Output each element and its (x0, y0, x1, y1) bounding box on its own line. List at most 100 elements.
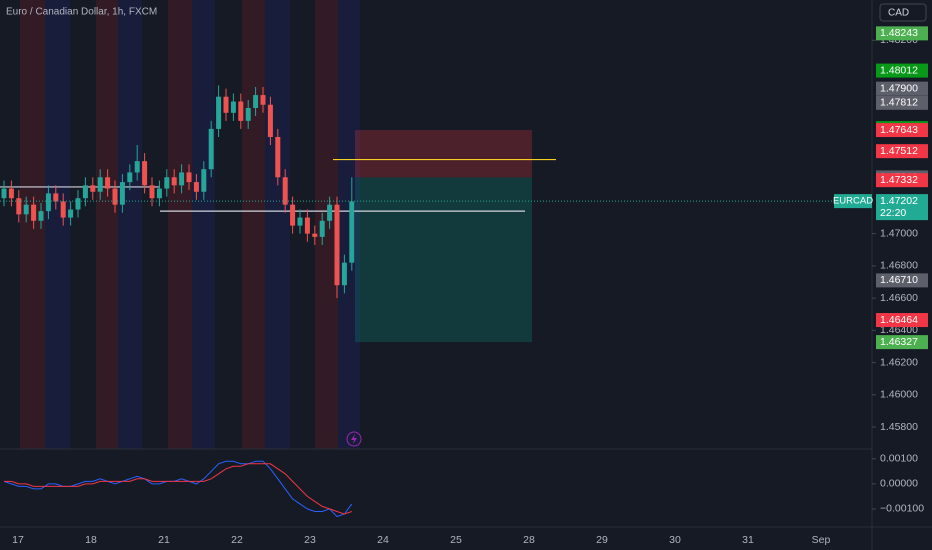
x-tick-label: 18 (85, 534, 97, 546)
x-tick-label: 28 (523, 534, 535, 546)
macd-tick-label: −0.00100 (880, 503, 924, 515)
price-tag (876, 26, 928, 41)
x-tick-label: 17 (12, 534, 24, 546)
y-tick-label: 1.46200 (880, 356, 918, 368)
price-tag-label: 1.47512 (880, 145, 918, 157)
price-tag-label: 1.48012 (880, 64, 918, 76)
candle-body (156, 188, 162, 199)
x-tick-label: 25 (450, 534, 462, 546)
candle-body (341, 262, 347, 286)
candle-body (201, 169, 207, 192)
session-stripe (45, 0, 70, 449)
candle-body (216, 96, 222, 129)
session-stripe (315, 0, 338, 449)
price-tag (876, 63, 928, 78)
candle-body (267, 104, 273, 137)
candle-body (90, 185, 96, 192)
price-tag-label: 1.47900 (880, 82, 918, 94)
candle-body (8, 188, 14, 199)
x-tick-label: 24 (377, 534, 389, 546)
candle-body (238, 101, 244, 121)
candle-body (127, 172, 133, 183)
candle-body (105, 177, 111, 189)
price-tag-label: 1.47812 (880, 97, 918, 109)
y-tick-label: 1.45800 (880, 421, 918, 433)
price-tag (876, 144, 928, 159)
x-tick-label: 30 (669, 534, 681, 546)
price-tag-label: 1.46710 (880, 274, 918, 286)
x-tick-label: 31 (742, 534, 754, 546)
x-tick-label: 29 (596, 534, 608, 546)
session-stripe (96, 0, 118, 449)
candle-body (304, 217, 310, 234)
candle-body (349, 201, 355, 263)
session-stripe (168, 0, 192, 449)
candle-body (327, 204, 333, 221)
candle-body (82, 185, 88, 199)
candle-body (193, 182, 199, 192)
macd-tick-label: 0.00000 (880, 478, 918, 490)
price-tag-label: 1.46464 (880, 314, 918, 326)
candle-body (208, 128, 214, 170)
candle-body (319, 220, 325, 237)
candle-body (223, 96, 229, 113)
candle-body (60, 201, 66, 218)
price-tag-label: 1.46327 (880, 336, 918, 348)
price-tag (876, 95, 928, 110)
session-stripe (242, 0, 265, 449)
candle-body (186, 172, 192, 183)
macd-line (4, 463, 352, 515)
countdown-label: 22:20 (880, 207, 906, 219)
y-tick-label: 1.47000 (880, 227, 918, 239)
session-stripe (265, 0, 290, 449)
candle-body (75, 198, 81, 210)
candle-body (149, 185, 155, 199)
candle-body (23, 204, 29, 215)
events-bolt (351, 434, 357, 444)
candle-body (179, 172, 185, 186)
symbol-label: EURCAD (833, 196, 873, 207)
candle-body (260, 95, 266, 105)
y-tick-label: 1.46000 (880, 389, 918, 401)
candle-body (230, 101, 236, 113)
candle-body (164, 177, 170, 189)
chart-title: Euro / Canadian Dollar, 1h, FXCM (6, 7, 157, 18)
y-tick-label: 1.46400 (880, 324, 918, 336)
candle-body (275, 136, 281, 178)
candle-body (171, 177, 177, 186)
session-stripe (338, 0, 360, 449)
price-tag (876, 123, 928, 138)
candle-body (38, 211, 44, 221)
candle-body (16, 198, 22, 215)
candle-body (142, 161, 148, 186)
y-tick-label: 1.46800 (880, 260, 918, 272)
y-tick-label: 1.46600 (880, 292, 918, 304)
price-tag (876, 81, 928, 96)
symbol-tag (834, 194, 872, 209)
macd-tick-label: 0.00100 (880, 453, 918, 465)
candle-body (31, 204, 37, 221)
target-zone (355, 177, 532, 343)
x-tick-label: 23 (304, 534, 316, 546)
x-tick-label: 21 (158, 534, 170, 546)
price-tag (876, 273, 928, 288)
candle-body (1, 188, 7, 199)
price-tag (876, 313, 928, 328)
candle-body (290, 204, 296, 226)
candle-body (282, 177, 288, 205)
price-tag (876, 194, 928, 221)
price-tag (876, 173, 928, 188)
currency-button[interactable] (879, 3, 927, 22)
currency-label[interactable]: CAD (888, 8, 909, 19)
candle-body (45, 193, 51, 212)
price-tag (876, 335, 928, 350)
candle-body (112, 188, 118, 205)
session-stripe (192, 0, 215, 449)
x-tick-label: 22 (231, 534, 243, 546)
stop-zone (355, 130, 532, 178)
candle-body (245, 107, 251, 121)
price-tag-label: 1.47202 (880, 195, 918, 207)
events-icon[interactable] (346, 431, 362, 447)
